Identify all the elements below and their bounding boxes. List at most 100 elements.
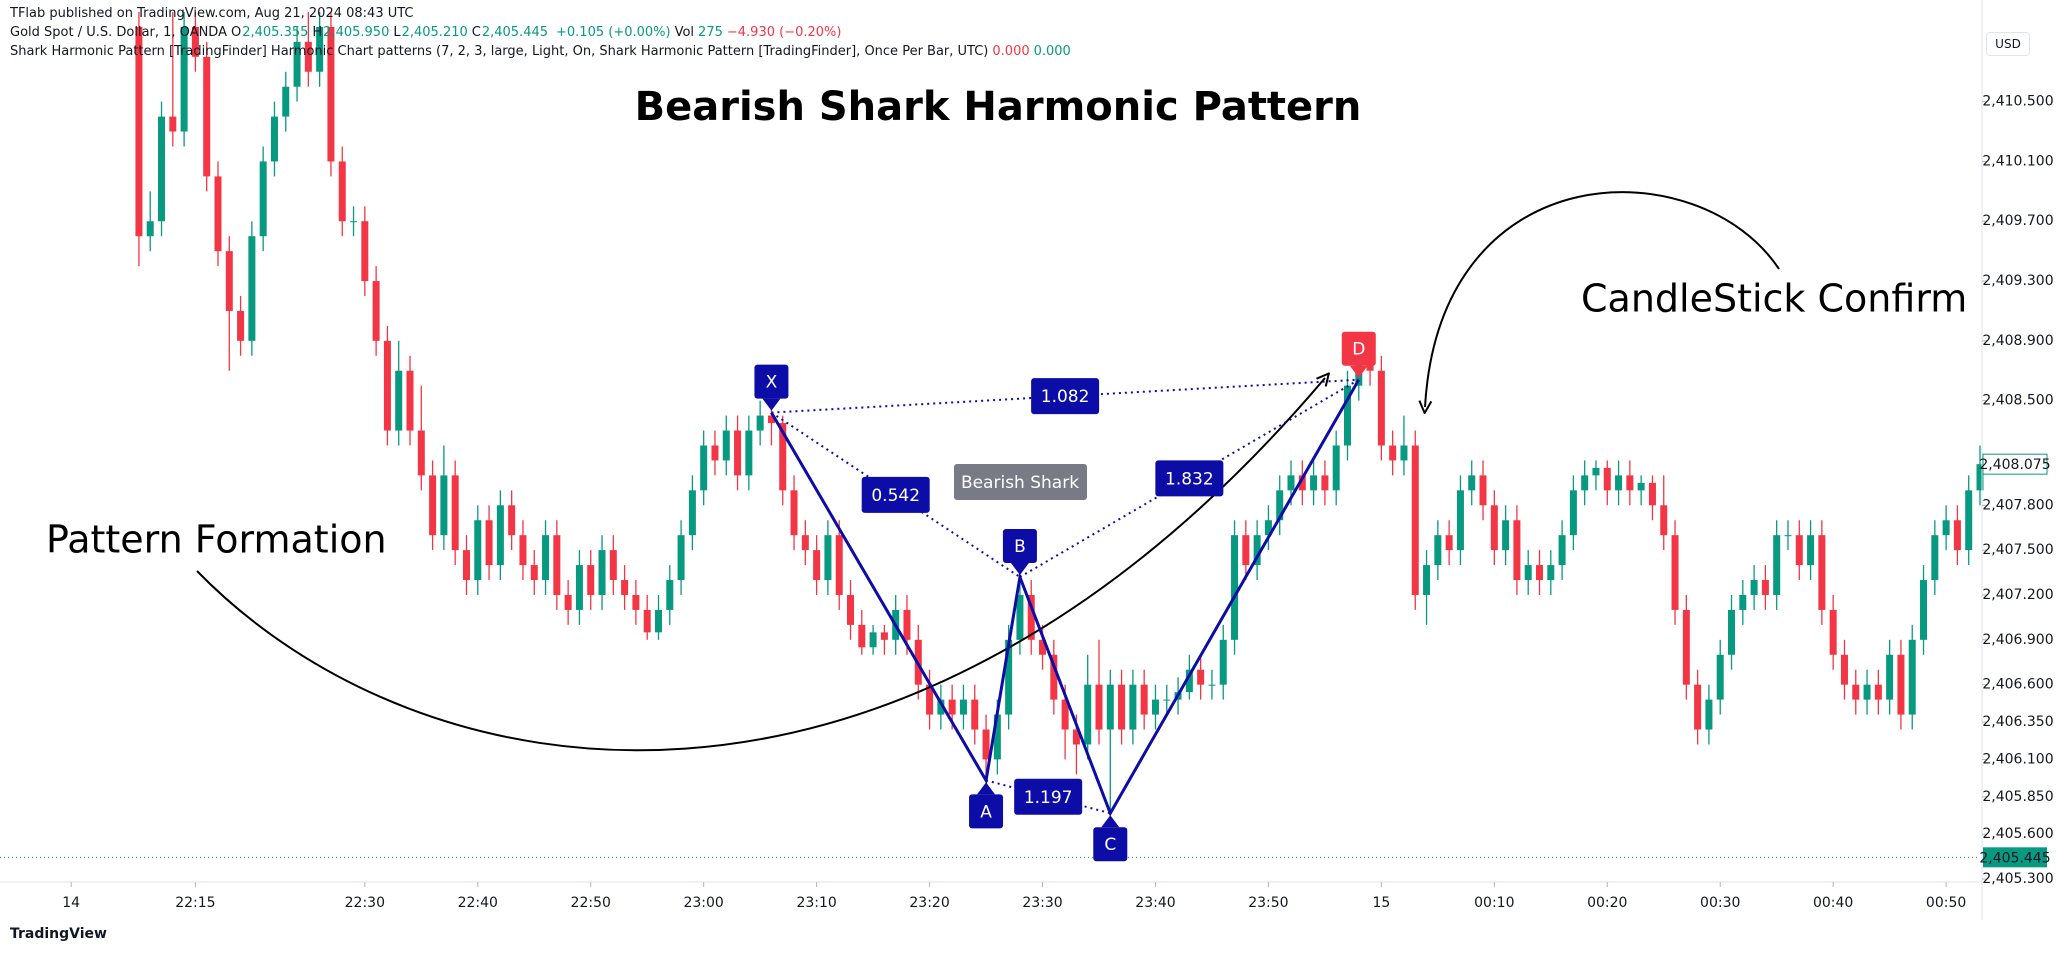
y-tick-label: 2,409.300	[1982, 273, 2053, 289]
candle-body	[429, 475, 437, 536]
x-tick-label: 23:00	[683, 895, 723, 911]
candle-body	[1276, 490, 1284, 521]
y-tick-label: 2,408.500	[1982, 393, 2053, 409]
candle-body	[1569, 490, 1577, 536]
candle-body	[1897, 654, 1905, 715]
candle-body	[1615, 475, 1623, 491]
candle-body	[1524, 565, 1532, 581]
candle-body	[1648, 482, 1656, 506]
candle-body	[372, 281, 380, 341]
candle-body	[519, 535, 527, 566]
candle-body	[666, 580, 674, 610]
candle-body	[1581, 475, 1589, 491]
candle-body	[756, 415, 764, 431]
candle-body	[327, 26, 335, 162]
candle-body	[1660, 505, 1668, 536]
candle-body	[1423, 565, 1431, 595]
candle-body	[1682, 609, 1690, 685]
ohlc-value: 2,405.210	[401, 25, 468, 40]
candle-body	[1863, 684, 1871, 700]
candle-body	[643, 609, 651, 633]
candle-body	[1208, 684, 1216, 686]
candle-body	[937, 699, 945, 715]
candle-body	[609, 550, 617, 581]
point-box	[1093, 827, 1128, 862]
candle-body	[880, 632, 888, 640]
annotation: Pattern Formation	[46, 518, 387, 562]
candle-body	[1061, 699, 1069, 730]
candle-body	[203, 56, 211, 177]
brand: TradingView	[10, 926, 107, 942]
ratio-box	[1014, 778, 1083, 815]
point-label: B	[1014, 537, 1026, 557]
x-tick-label: 22:30	[345, 895, 385, 911]
candle-body	[1874, 684, 1882, 700]
price-line-label: 2,405.445	[1979, 850, 2050, 866]
candle-body	[474, 520, 482, 581]
candle-body	[259, 161, 267, 237]
candle-body	[1321, 475, 1329, 491]
ohlc: O2,405.355 H2,405.950 L2,405.210 C2,405.445	[231, 25, 552, 40]
y-tick-label: 2,407.500	[1982, 542, 2053, 558]
candle-body	[1761, 580, 1769, 595]
candle-body	[971, 699, 979, 730]
candle-body	[948, 699, 956, 715]
candle-body	[1468, 475, 1476, 491]
candle-body	[282, 86, 290, 117]
candle-body	[338, 161, 346, 222]
candle-body	[1231, 535, 1239, 640]
x-tick-label: 23:30	[1022, 895, 1062, 911]
candle-body	[734, 430, 742, 476]
last-price-box	[1982, 453, 2048, 475]
currency-button[interactable]: USD	[1986, 32, 2030, 56]
footer-brand: TradingView	[10, 926, 107, 942]
point-pointer	[977, 782, 996, 795]
candle-body	[767, 415, 775, 424]
candle-body	[1084, 684, 1092, 745]
pattern-leg	[770, 378, 1361, 817]
candle-body	[575, 565, 583, 610]
candle-body	[801, 535, 809, 551]
candle-body	[462, 550, 470, 581]
candle-body	[903, 609, 911, 640]
candle-body	[1807, 535, 1815, 566]
candle-body	[1095, 684, 1103, 730]
ohlc-value: 2,405.445	[481, 25, 549, 40]
candle-body	[1332, 445, 1340, 491]
x-tick-label: 22:15	[175, 895, 215, 911]
candle-body	[1106, 684, 1114, 730]
overlay: 0.542 1.197 1.832 1.082 Bearish Shark X A B C D	[754, 331, 1376, 862]
point-box	[969, 794, 1004, 829]
chart-title: Bearish Shark Harmonic Pattern	[635, 84, 1362, 130]
ratio-box	[861, 476, 930, 513]
candle-body	[1976, 464, 1984, 491]
publisher: TFlab published on TradingView.com, Aug …	[10, 6, 414, 21]
y-tick-label: 2,407.800	[1982, 497, 2053, 513]
ratio-box	[1031, 378, 1100, 415]
candle-body	[1434, 535, 1442, 566]
candle-body	[1072, 729, 1080, 745]
candle-body	[135, 26, 143, 237]
candle-body	[270, 116, 278, 162]
candle-body	[722, 430, 730, 461]
point-pointer	[1349, 365, 1368, 378]
candle-body	[1151, 699, 1159, 715]
point-label: A	[980, 802, 992, 822]
x-tick-label: 00:10	[1474, 895, 1514, 911]
candle-body	[350, 221, 358, 223]
candle-body	[1547, 565, 1555, 581]
point-box	[754, 364, 789, 399]
candle-body	[847, 594, 855, 625]
ratio-line	[770, 411, 1021, 578]
candle-body	[1773, 535, 1781, 595]
candle-body	[1264, 520, 1272, 536]
candle-body	[1886, 654, 1894, 700]
candle-body	[1535, 565, 1543, 581]
change: +0.105 (+0.00%)	[556, 25, 671, 40]
ohlc-key: O	[230, 25, 242, 40]
candle-body	[180, 26, 188, 132]
formation-arrow	[196, 378, 1325, 752]
candle-body	[1829, 609, 1837, 655]
confirm-arrow	[1425, 191, 1780, 407]
